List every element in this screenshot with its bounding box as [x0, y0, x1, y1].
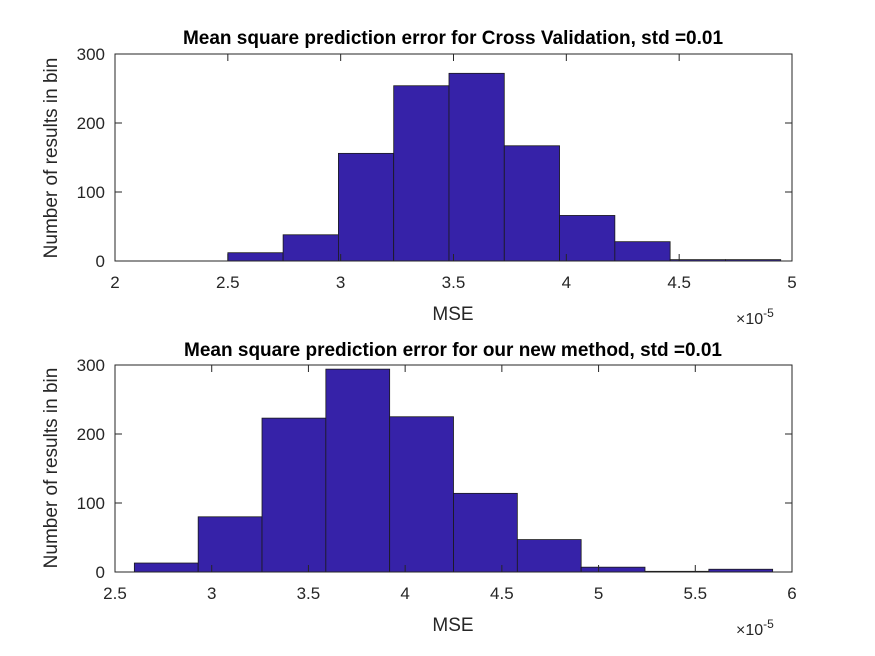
histogram-bar: [261, 417, 327, 573]
histogram-bar: [338, 152, 395, 262]
y-axis-label: Number of results in bin: [41, 58, 62, 259]
y-tick-label: 300: [77, 45, 105, 64]
x-exponent-label: ×10-5: [736, 306, 774, 328]
chart-title: Mean square prediction error for Cross V…: [183, 28, 724, 49]
x-tick-label: 5.5: [683, 584, 707, 603]
x-tick-label: 3.5: [442, 273, 466, 292]
histogram-cross-validation: Mean square prediction error for Cross V…: [41, 28, 797, 328]
x-tick-label: 4: [562, 273, 571, 292]
bars-group: [133, 368, 774, 573]
x-tick-label: 6: [787, 584, 796, 603]
x-exponent-power: -5: [763, 617, 774, 631]
x-axis-label: MSE: [432, 304, 473, 325]
x-tick-label: 2.5: [216, 273, 240, 292]
histogram-bar: [503, 145, 560, 262]
y-tick-label: 0: [96, 563, 105, 582]
x-exponent-base: ×10: [736, 311, 763, 328]
histogram-bar: [282, 234, 339, 262]
y-tick-label: 200: [77, 425, 105, 444]
histogram-bar: [448, 72, 505, 262]
histogram-bar: [614, 241, 671, 262]
x-tick-label: 5: [594, 584, 603, 603]
y-tick-label: 100: [77, 494, 105, 513]
histogram-bar: [559, 215, 616, 262]
x-axis-label: MSE: [432, 615, 473, 636]
histogram-bar: [580, 566, 646, 573]
x-tick-label: 3: [336, 273, 345, 292]
histogram-bar: [325, 368, 391, 573]
histogram-bar: [227, 252, 284, 262]
histogram-new-method: Mean square prediction error for our new…: [41, 340, 797, 639]
x-tick-label: 4.5: [490, 584, 514, 603]
x-exponent-base: ×10: [736, 622, 763, 639]
histogram-bar: [453, 492, 518, 573]
bars-group: [227, 72, 782, 262]
histogram-bar: [197, 516, 263, 573]
x-exponent-power: -5: [763, 306, 774, 320]
x-tick-label: 4.5: [667, 273, 691, 292]
ticks-group: 2.5 3 3.5 4 4.5 5 5.5 6 0 100 200 300: [77, 356, 797, 603]
x-exponent-label: ×10-5: [736, 617, 774, 639]
histogram-bar: [133, 562, 199, 573]
x-tick-label: 5: [787, 273, 796, 292]
x-tick-label: 4: [400, 584, 409, 603]
x-tick-label: 3: [207, 584, 216, 603]
chart-title: Mean square prediction error for our new…: [184, 340, 722, 361]
y-tick-label: 200: [77, 114, 105, 133]
x-tick-label: 3.5: [297, 584, 321, 603]
ticks-group: 2 2.5 3 3.5 4 4.5 5 0 100 200 300: [77, 45, 797, 292]
y-axis-label: Number of results in bin: [41, 368, 62, 569]
x-tick-label: 2.5: [103, 584, 127, 603]
axes-box: [114, 364, 793, 573]
y-tick-label: 0: [96, 252, 105, 271]
histogram-bar: [393, 85, 450, 262]
x-tick-label: 2: [110, 273, 119, 292]
y-tick-label: 300: [77, 356, 105, 375]
histogram-bar: [389, 416, 454, 573]
y-tick-label: 100: [77, 183, 105, 202]
histogram-bar: [516, 539, 582, 573]
